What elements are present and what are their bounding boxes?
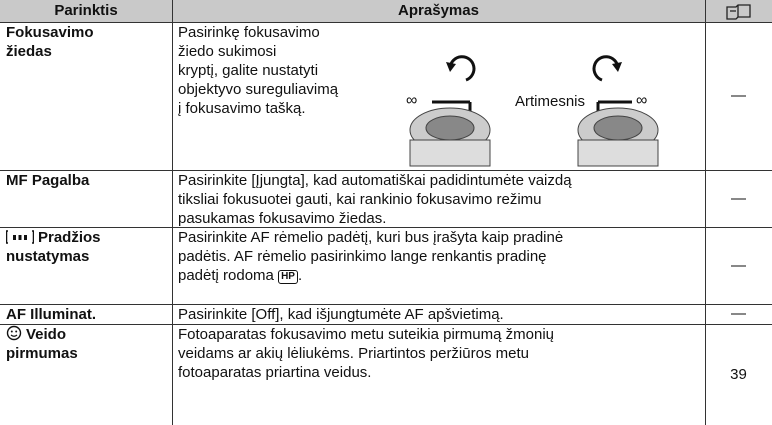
hp-icon: HP	[278, 270, 298, 284]
description-line: Pasirinkite AF rėmelio padėtį, kuri bus …	[178, 229, 564, 246]
description-line: kryptį, galite nustatyti	[178, 62, 319, 79]
description-line: žiedo sukimosi	[178, 43, 277, 60]
description-line: Pasirinkę fokusavimo	[178, 24, 320, 41]
closer-label: Artimesnis	[513, 93, 588, 110]
description: Pasirinkite [Įjungta], kad automatiškai …	[178, 171, 572, 228]
ref-icon	[725, 4, 751, 20]
page-ref: 39	[730, 365, 747, 383]
header-ref	[705, 0, 772, 22]
description-line: tiksliai fokusuotei gauti, kai rankinio …	[178, 191, 542, 208]
page-ref: —	[731, 305, 746, 322]
description-end: .	[297, 267, 303, 284]
page-ref: —	[731, 189, 746, 207]
option-name-line: nustatymas	[6, 248, 90, 265]
description-line: objektyvo sureguliavimą	[178, 81, 339, 98]
description: Pasirinkite [Off], kad išjungtumėte AF a…	[178, 305, 504, 324]
header-option: Parinktis	[0, 0, 172, 22]
description-line: padėtis. AF rėmelio pasirinkimo lange re…	[178, 248, 547, 265]
option-name: Fokusavimo žiedas	[6, 23, 94, 61]
option-name-line: Veido	[6, 325, 78, 344]
description-line: fotoaparatas priartina veidus.	[178, 364, 372, 381]
option-name-line: pirmumas	[6, 345, 78, 362]
option-name-line: žiedas	[6, 43, 52, 60]
description-line: Fotoaparatas fokusavimo metu suteikia pi…	[178, 326, 554, 343]
description-line: padėtį rodoma HP.	[178, 267, 303, 284]
description: Pasirinkite AF rėmelio padėtį, kuri bus …	[178, 228, 563, 285]
focus-ring-illustration	[409, 55, 659, 167]
option-name: Pradžios nustatymas	[5, 228, 101, 266]
option-name-line: AF Illuminat.	[6, 306, 96, 323]
page-ref: —	[731, 256, 746, 274]
description: Fotoaparatas fokusavimo metu suteikia pi…	[178, 325, 554, 382]
description-line: veidams ar akių lėliukėms. Priartintos p…	[178, 345, 529, 362]
description-line: į fokusavimo tašką.	[178, 100, 306, 117]
option-name: AF Illuminat.	[6, 305, 96, 324]
option-name: MF Pagalba	[6, 171, 89, 190]
description: Pasirinkę fokusavimo žiedo sukimosi kryptį…	[178, 23, 338, 118]
infinity-right: ∞	[636, 92, 648, 109]
description-line: Pasirinkite [Įjungta], kad automatiškai …	[178, 172, 572, 189]
header-description: Aprašymas	[172, 0, 705, 22]
page-ref: —	[731, 87, 746, 104]
option-name: Veido pirmumas	[6, 325, 78, 363]
infinity-left: ∞	[406, 92, 418, 109]
option-name-line: Fokusavimo	[6, 24, 94, 41]
description-line: pasukamas fokusavimo žiedas.	[178, 210, 387, 227]
option-name-line: MF Pagalba	[6, 172, 90, 189]
option-name-line: Pradžios	[5, 228, 101, 247]
description-line: Pasirinkite [Off], kad išjungtumėte AF a…	[178, 306, 504, 323]
